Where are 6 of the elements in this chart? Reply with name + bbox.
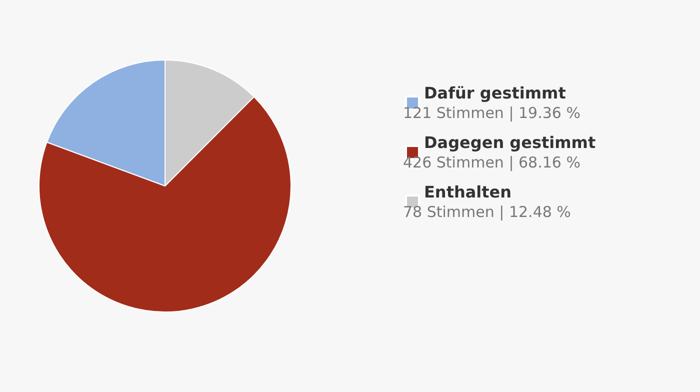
legend-label: Enthalten bbox=[424, 182, 512, 202]
data-label: 426 Stimmen | 68.16 % bbox=[403, 154, 580, 172]
legend-label: Dafür gestimmt bbox=[424, 84, 566, 102]
data-label: 121 Stimmen | 19.36 % bbox=[403, 104, 580, 122]
legend-label: Dagegen gestimmt bbox=[424, 133, 596, 152]
data-label: 78 Stimmen | 12.48 % bbox=[403, 203, 571, 221]
